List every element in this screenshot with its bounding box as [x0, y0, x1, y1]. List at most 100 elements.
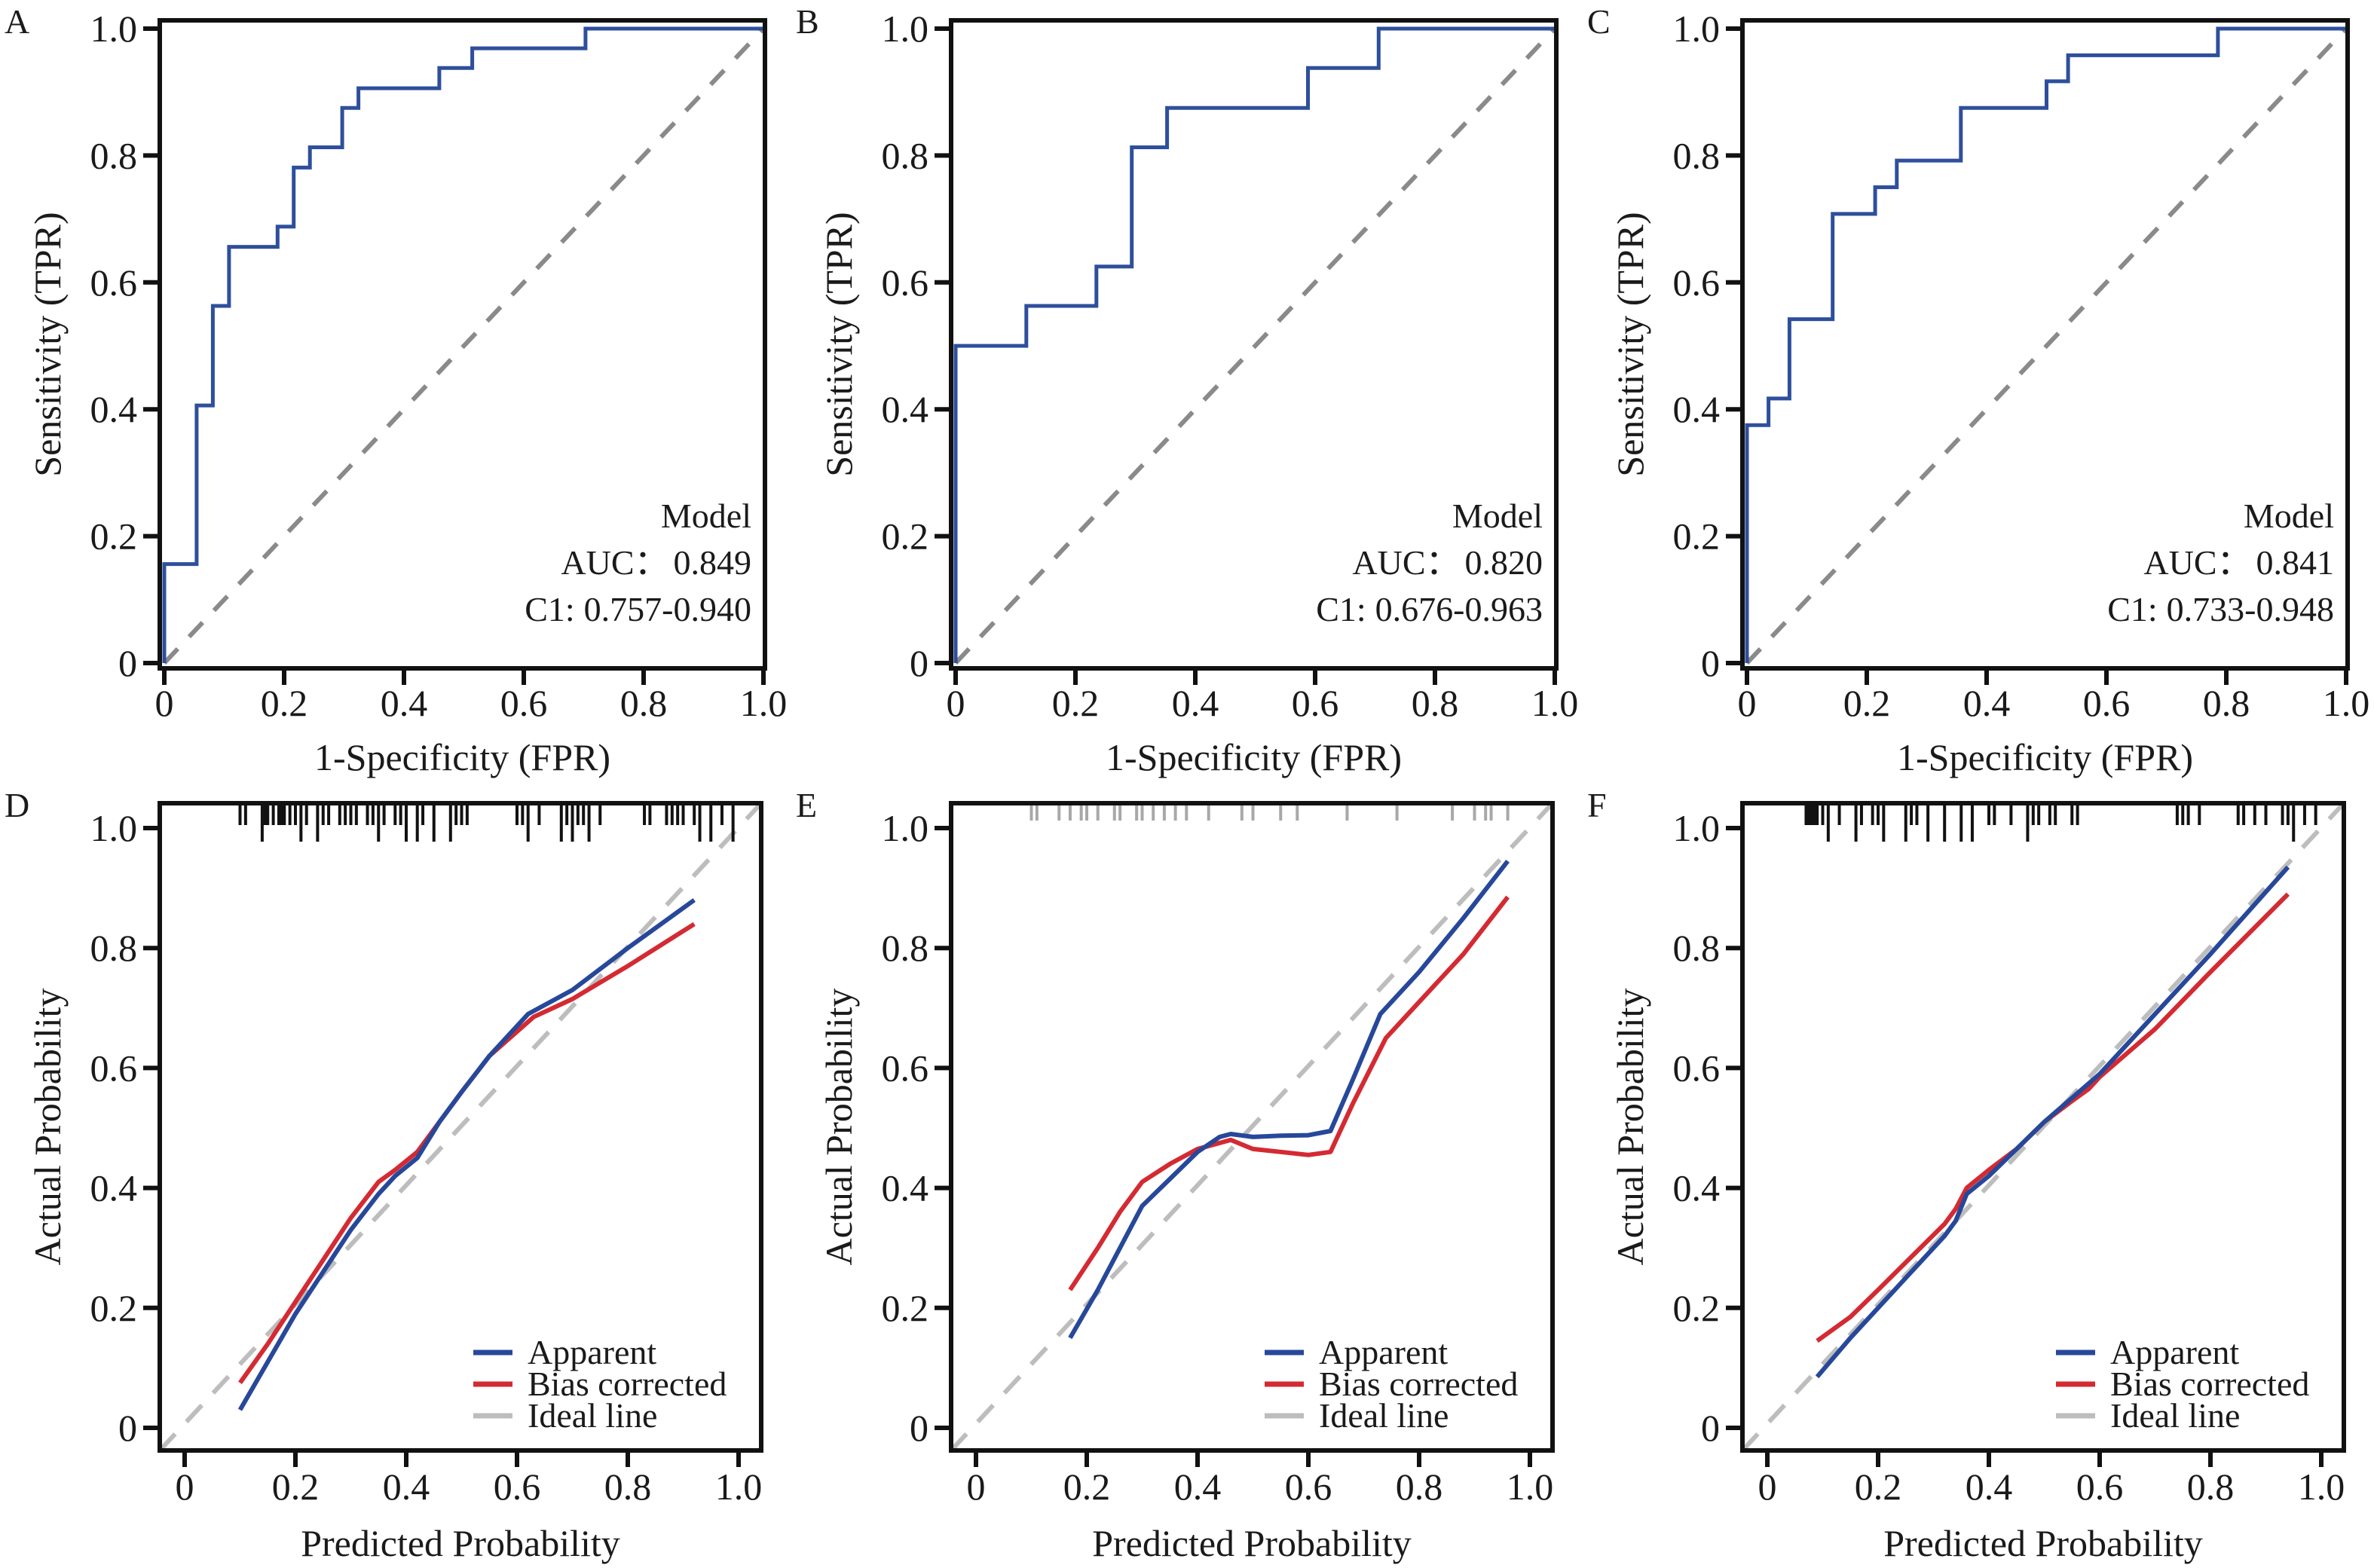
panel-a-roc: A 0 0.2 0.4 0.6 0.8 1.0 0 0.2 0.4 0.6 0.8 1.0 1-Speci…	[5, 2, 787, 778]
x-tick-label: 0.4	[381, 682, 428, 724]
x-tick-label: 0.8	[620, 682, 668, 724]
x-axis: 0 0.2 0.4 0.6 0.8 1.0	[1738, 668, 2370, 724]
reference-diagonal-line	[953, 26, 1556, 665]
annotation-title: Model	[2244, 497, 2334, 535]
x-tick-label: 1.0	[1507, 1466, 1554, 1508]
x-axis-title: 1-Specificity (FPR)	[314, 736, 610, 778]
y-tick-label: 0	[118, 1407, 137, 1449]
legend-label-ideal-line: Ideal line	[2110, 1396, 2240, 1435]
y-tick-label: 0.4	[90, 388, 138, 430]
auc-text: AUC： 0.820	[1352, 543, 1543, 582]
y-tick-label: 0.2	[882, 515, 929, 558]
y-tick-label: 0.4	[882, 1167, 929, 1209]
ci-label: C1:	[525, 590, 574, 628]
ci-text: C1: 0.733-0.948	[2107, 590, 2334, 628]
y-tick-label: 0.8	[90, 927, 138, 969]
panel-e-calibration: E 0 0.2 0.4 0.6 0.8 1.0 0 0.2 0.4 0.6 0.8 1.0 Predict…	[796, 786, 1555, 1564]
plot-frame	[949, 801, 1555, 1453]
y-tick-label: 0.2	[90, 1287, 138, 1329]
plot-area	[162, 26, 765, 665]
legend-label-ideal-line: Ideal line	[1319, 1396, 1449, 1435]
x-tick-label: 0	[1758, 1466, 1777, 1508]
y-axis-title: Sensitivity (TPR)	[818, 212, 860, 476]
auc-value: 0.849	[674, 543, 752, 582]
x-tick-label: 0.4	[1963, 682, 2011, 724]
y-axis-title: Actual Probability	[1609, 989, 1651, 1266]
x-tick-label: 0.2	[1063, 1466, 1111, 1508]
y-tick-label: 0.2	[1673, 1287, 1721, 1329]
y-tick-label: 0.2	[1673, 515, 1721, 558]
y-tick-label: 0.6	[882, 1047, 929, 1089]
plot-area	[953, 26, 1556, 665]
x-axis-title: Predicted Probability	[1883, 1522, 2203, 1564]
reference-diagonal-line	[162, 26, 765, 665]
x-tick-label: 0.6	[2083, 682, 2131, 724]
y-tick-label: 0.6	[90, 261, 138, 304]
y-tick-label: 1.0	[90, 8, 138, 50]
x-tick-label: 0.8	[2187, 1466, 2235, 1508]
y-tick-label: 0.8	[1673, 927, 1721, 969]
ci-text: C1: 0.676-0.963	[1316, 590, 1543, 628]
y-axis: 0 0.2 0.4 0.6 0.8 1.0	[1673, 807, 1742, 1449]
y-tick-label: 1.0	[1673, 807, 1721, 849]
x-axis: 0 0.2 0.4 0.6 0.8 1.0	[947, 668, 1579, 724]
y-tick-label: 0.4	[882, 388, 929, 430]
x-tick-label: 1.0	[1531, 682, 1579, 724]
y-axis-title: Sensitivity (TPR)	[1609, 212, 1651, 476]
roc-curve-model	[162, 26, 763, 663]
y-tick-label: 1.0	[882, 807, 929, 849]
y-tick-label: 0.6	[1673, 1047, 1721, 1089]
plot-area	[160, 803, 761, 1450]
panel-b-roc: B 0 0.2 0.4 0.6 0.8 1.0 0 0.2 0.4 0.6 0.8 1.0 1-Speci…	[796, 2, 1578, 778]
y-tick-label: 1.0	[882, 8, 929, 50]
y-tick-label: 0.4	[90, 1167, 138, 1209]
y-tick-label: 0.8	[882, 134, 929, 176]
auc-label: AUC：	[561, 543, 668, 582]
ci-label: C1:	[1316, 590, 1366, 628]
x-tick-label: 0.4	[1172, 682, 1219, 724]
x-axis: 0 0.2 0.4 0.6 0.8 1.0	[176, 1450, 762, 1508]
annotation-title: Model	[661, 497, 751, 535]
y-axis: 0 0.2 0.4 0.6 0.8 1.0	[1673, 8, 1742, 684]
ci-value: 0.676-0.963	[1375, 590, 1543, 628]
x-tick-label: 0.2	[261, 682, 308, 724]
x-axis-title: Predicted Probability	[301, 1522, 620, 1564]
auc-text: AUC： 0.849	[561, 543, 751, 582]
rug-marks	[1029, 805, 1510, 821]
y-axis: 0 0.2 0.4 0.6 0.8 1.0	[882, 8, 951, 684]
auc-label: AUC：	[2143, 543, 2251, 582]
x-axis-title: Predicted Probability	[1092, 1522, 1412, 1564]
x-tick-label: 0.4	[383, 1466, 430, 1508]
ci-label: C1:	[2107, 590, 2157, 628]
y-tick-label: 0.6	[882, 261, 929, 304]
auc-value: 0.820	[1465, 543, 1543, 582]
plot-frame	[158, 801, 763, 1453]
x-tick-label: 0	[155, 682, 174, 724]
plot-area	[951, 803, 1553, 1450]
y-tick-label: 0.2	[90, 515, 138, 558]
x-tick-label: 0.2	[1052, 682, 1100, 724]
y-tick-label: 0.8	[882, 927, 929, 969]
plot-frame	[949, 18, 1559, 671]
x-tick-label: 0.6	[1285, 1466, 1332, 1508]
y-tick-label: 0	[910, 642, 928, 684]
ci-text: C1: 0.757-0.940	[525, 590, 751, 628]
legend-label-apparent: Apparent	[1319, 1333, 1448, 1371]
plot-frame	[1740, 18, 2350, 671]
plot-area	[1745, 26, 2348, 665]
reference-diagonal-line	[1745, 26, 2348, 665]
y-tick-label: 0.6	[90, 1047, 138, 1089]
x-tick-label: 0.6	[2076, 1466, 2124, 1508]
plot-frame	[158, 18, 767, 671]
auc-value: 0.841	[2256, 543, 2335, 582]
x-tick-label: 0	[1738, 682, 1757, 724]
x-tick-label: 0.6	[500, 682, 548, 724]
y-axis: 0 0.2 0.4 0.6 0.8 1.0	[882, 807, 951, 1449]
x-tick-label: 1.0	[2323, 682, 2370, 724]
x-tick-label: 0.2	[272, 1466, 320, 1508]
bias-corrected-curve	[238, 922, 696, 1385]
panel-letter-a: A	[5, 2, 29, 41]
roc-curve-model	[953, 26, 1555, 663]
